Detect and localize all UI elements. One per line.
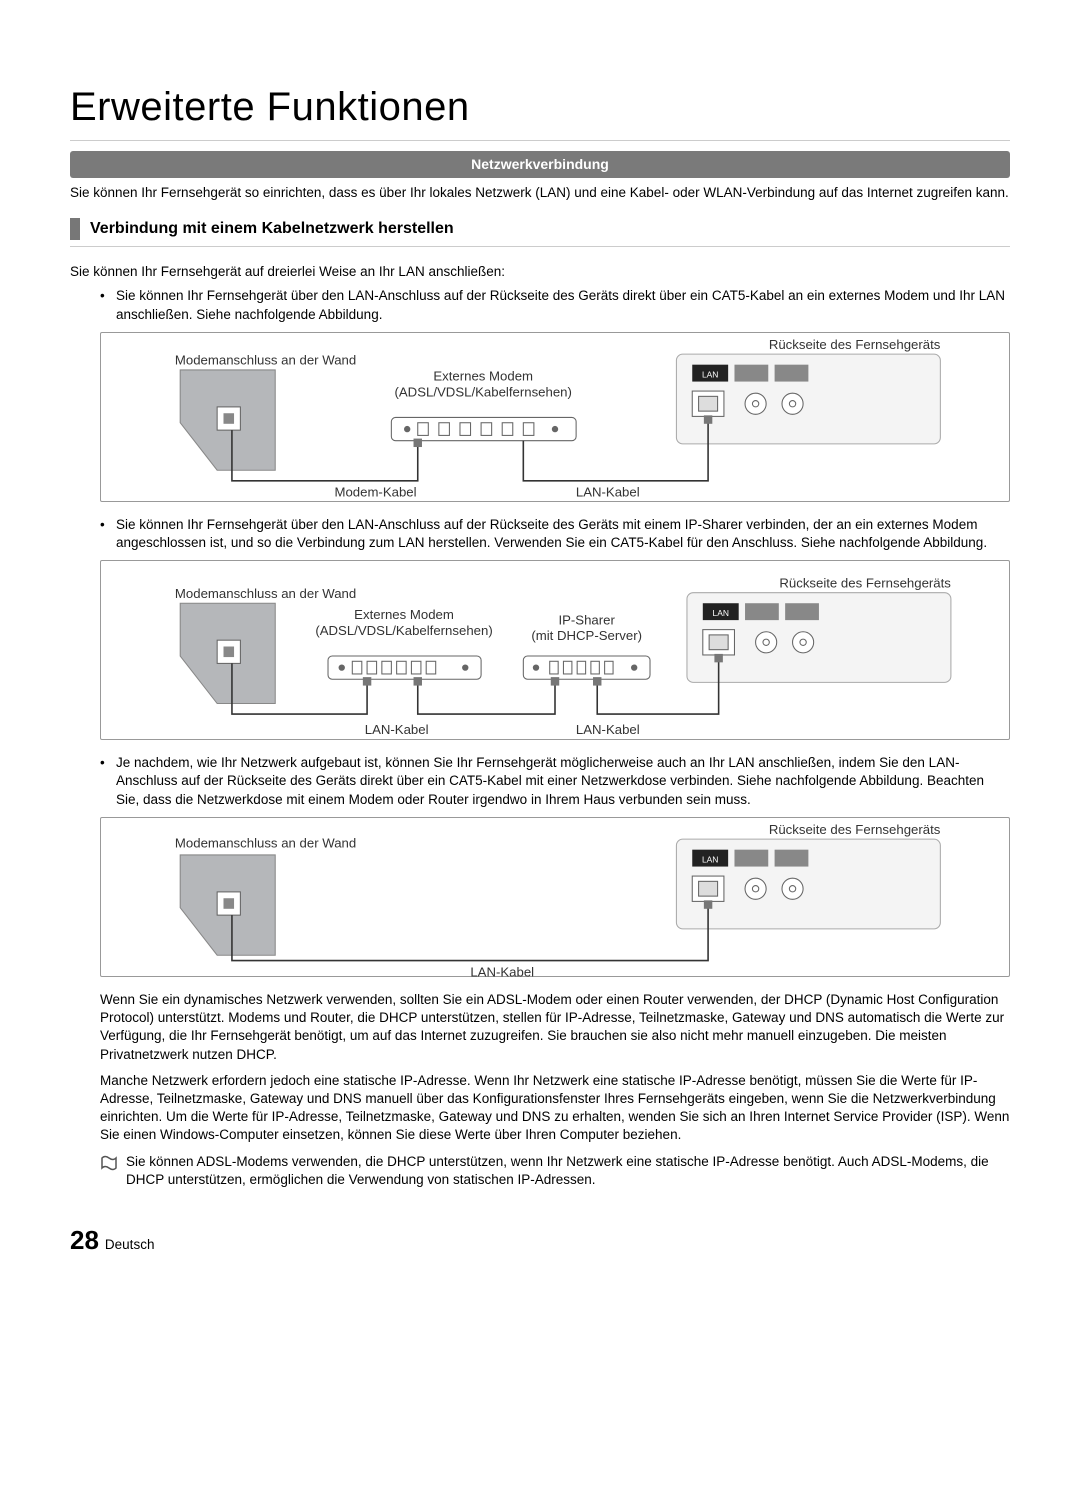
modem-title-2: Externes Modem — [354, 607, 454, 622]
bullet-item: Je nachdem, wie Ihr Netzwerk aufgebaut i… — [100, 754, 1010, 809]
modem-title: Externes Modem — [433, 368, 533, 383]
page-number: 28 — [70, 1223, 99, 1258]
bullet-list-1: Sie können Ihr Fernsehgerät über den LAN… — [70, 287, 1010, 323]
lan-port-label-3: LAN — [702, 854, 718, 864]
page-title: Erweiterte Funktionen — [70, 80, 1010, 134]
ipsharer-sub: (mit DHCP-Server) — [531, 628, 642, 643]
section-intro: Sie können Ihr Fernsehgerät so einrichte… — [70, 184, 1010, 202]
note-icon — [100, 1155, 118, 1176]
wall-port-label-2: Modemanschluss an der Wand — [175, 586, 356, 601]
page-footer: 28 Deutsch — [70, 1223, 1010, 1258]
subsection-title: Verbindung mit einem Kabelnetzwerk herst… — [90, 218, 454, 240]
lan-cable-label-3: LAN-Kabel — [470, 964, 534, 979]
tv-back-label-3: Rückseite des Fernsehgeräts — [769, 822, 941, 837]
bullet-list-3: Je nachdem, wie Ihr Netzwerk aufgebaut i… — [70, 754, 1010, 809]
bullet-item: Sie können Ihr Fernsehgerät über den LAN… — [100, 287, 1010, 323]
subsection-marker — [70, 218, 80, 240]
lan-cable-label-2a: LAN-Kabel — [365, 722, 429, 737]
body-para-2: Manche Netzwerk erfordern jedoch eine st… — [100, 1072, 1010, 1145]
subsection-header-row: Verbindung mit einem Kabelnetzwerk herst… — [70, 218, 1010, 240]
bullet-list-2: Sie können Ihr Fernsehgerät über den LAN… — [70, 516, 1010, 552]
diagram-1: Modemanschluss an der Wand Externes Mode… — [100, 332, 1010, 502]
note-text: Sie können ADSL-Modems verwenden, die DH… — [126, 1153, 1010, 1189]
lan-port-label: LAN — [702, 369, 718, 379]
tv-back-label-2: Rückseite des Fernsehgeräts — [779, 576, 951, 591]
subsection-underline — [70, 246, 1010, 247]
body-para-1: Wenn Sie ein dynamisches Netzwerk verwen… — [100, 991, 1010, 1064]
section-header: Netzwerkverbindung — [70, 151, 1010, 178]
note-row: Sie können ADSL-Modems verwenden, die DH… — [100, 1153, 1010, 1189]
diagram-3: Modemanschluss an der Wand LAN Rückseite… — [100, 817, 1010, 977]
lan-cable-label-2b: LAN-Kabel — [576, 722, 640, 737]
modem-sub: (ADSL/VDSL/Kabelfernsehen) — [395, 384, 572, 399]
lan-cable-label-1: LAN-Kabel — [576, 484, 640, 499]
title-underline — [70, 140, 1010, 141]
lan-port-label-2: LAN — [713, 608, 729, 618]
subsection-lead: Sie können Ihr Fernsehgerät auf dreierle… — [70, 263, 1010, 281]
wall-port-label: Modemanschluss an der Wand — [175, 352, 356, 367]
bullet-item: Sie können Ihr Fernsehgerät über den LAN… — [100, 516, 1010, 552]
tv-back-label: Rückseite des Fernsehgeräts — [769, 337, 941, 352]
modem-cable-label: Modem-Kabel — [334, 484, 416, 499]
diagram-2: Modemanschluss an der Wand Externes Mode… — [100, 560, 1010, 740]
modem-sub-2: (ADSL/VDSL/Kabelfernsehen) — [315, 623, 492, 638]
page-lang: Deutsch — [105, 1236, 155, 1254]
wall-port-label-3: Modemanschluss an der Wand — [175, 835, 356, 850]
ipsharer-title: IP-Sharer — [558, 613, 615, 628]
